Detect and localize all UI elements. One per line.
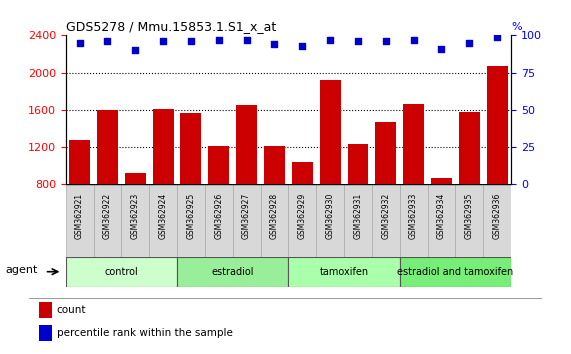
Point: [325, 37, 335, 43]
Point: [214, 37, 223, 43]
Bar: [122, 184, 149, 257]
Text: estradiol and tamoxifen: estradiol and tamoxifen: [397, 267, 513, 277]
Bar: [375, 122, 396, 258]
Bar: [233, 184, 260, 257]
Bar: [288, 184, 316, 257]
Bar: [39, 302, 52, 318]
Bar: [456, 184, 483, 257]
Text: GSM362930: GSM362930: [325, 193, 335, 239]
Text: GSM362931: GSM362931: [353, 193, 363, 239]
Text: GSM362928: GSM362928: [270, 193, 279, 239]
Bar: [97, 110, 118, 258]
Bar: [483, 184, 511, 257]
Text: GSM362933: GSM362933: [409, 193, 418, 239]
Bar: [152, 109, 174, 258]
Bar: [208, 145, 229, 258]
Text: GSM362932: GSM362932: [381, 193, 391, 239]
Point: [186, 39, 195, 44]
Point: [270, 41, 279, 47]
Point: [493, 34, 502, 40]
Point: [297, 43, 307, 48]
Text: estradiol: estradiol: [211, 267, 254, 277]
Point: [465, 40, 474, 46]
Bar: [177, 257, 288, 287]
Point: [131, 47, 140, 53]
Point: [409, 37, 418, 43]
Bar: [486, 66, 508, 258]
Bar: [125, 173, 146, 258]
Text: GSM362925: GSM362925: [186, 193, 195, 239]
Text: agent: agent: [5, 265, 38, 275]
Bar: [403, 104, 424, 258]
Bar: [288, 257, 400, 287]
Text: GSM362935: GSM362935: [465, 193, 474, 239]
Bar: [348, 144, 368, 258]
Bar: [177, 184, 205, 257]
Bar: [400, 257, 511, 287]
Bar: [320, 80, 340, 258]
Point: [381, 39, 391, 44]
Bar: [316, 184, 344, 257]
Bar: [292, 162, 313, 258]
Text: GSM362929: GSM362929: [297, 193, 307, 239]
Text: GSM362926: GSM362926: [214, 193, 223, 239]
Bar: [94, 184, 122, 257]
Bar: [39, 325, 52, 341]
Bar: [66, 184, 94, 257]
Bar: [260, 184, 288, 257]
Bar: [431, 178, 452, 258]
Point: [103, 39, 112, 44]
Bar: [400, 184, 428, 257]
Bar: [69, 141, 90, 258]
Text: GSM362922: GSM362922: [103, 193, 112, 239]
Bar: [149, 184, 177, 257]
Bar: [428, 184, 456, 257]
Text: GSM362934: GSM362934: [437, 193, 446, 239]
Text: %: %: [511, 22, 522, 33]
Text: GDS5278 / Mmu.15853.1.S1_x_at: GDS5278 / Mmu.15853.1.S1_x_at: [66, 20, 276, 33]
Point: [437, 46, 446, 52]
Bar: [264, 145, 285, 258]
Bar: [372, 184, 400, 257]
Point: [353, 39, 363, 44]
Text: control: control: [104, 267, 138, 277]
Text: percentile rank within the sample: percentile rank within the sample: [57, 327, 233, 338]
Text: GSM362923: GSM362923: [131, 193, 140, 239]
Bar: [205, 184, 233, 257]
Bar: [459, 112, 480, 258]
Text: tamoxifen: tamoxifen: [319, 267, 369, 277]
Bar: [236, 105, 257, 258]
Bar: [180, 113, 202, 258]
Text: GSM362936: GSM362936: [493, 193, 502, 239]
Text: count: count: [57, 305, 86, 315]
Bar: [344, 184, 372, 257]
Text: GSM362927: GSM362927: [242, 193, 251, 239]
Point: [242, 37, 251, 43]
Bar: [66, 257, 177, 287]
Text: GSM362921: GSM362921: [75, 193, 84, 239]
Text: GSM362924: GSM362924: [159, 193, 168, 239]
Point: [159, 39, 168, 44]
Point: [75, 40, 84, 46]
